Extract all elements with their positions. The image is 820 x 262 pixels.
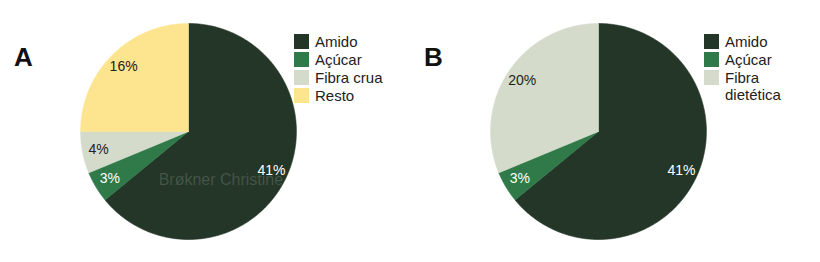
html-text:Fibra crua: Fibra crua: [315, 69, 383, 86]
html-text:Fibra dietética: Fibra dietética: [725, 69, 781, 103]
svg-text:3%: 3%: [100, 170, 120, 186]
svg-text:3%: 3%: [510, 170, 530, 186]
html-text:Açúcar: Açúcar: [315, 51, 362, 68]
html-text:Açúcar: Açúcar: [725, 51, 772, 68]
svg-text:Brøkner Christine: Brøkner Christine: [158, 171, 284, 189]
html-text:Amido: Amido: [315, 33, 358, 50]
html-text:Resto: Resto: [315, 87, 355, 104]
svg-text:20%: 20%: [508, 72, 536, 88]
svg-text:16%: 16%: [110, 58, 138, 74]
svg-text:4%: 4%: [88, 141, 108, 157]
html-text:B: B: [424, 42, 443, 72]
html-text:Amido: Amido: [725, 33, 768, 50]
svg-text:41%: 41%: [667, 162, 695, 178]
html-text:A: A: [14, 42, 33, 72]
svg-text:41%: 41%: [257, 162, 285, 178]
